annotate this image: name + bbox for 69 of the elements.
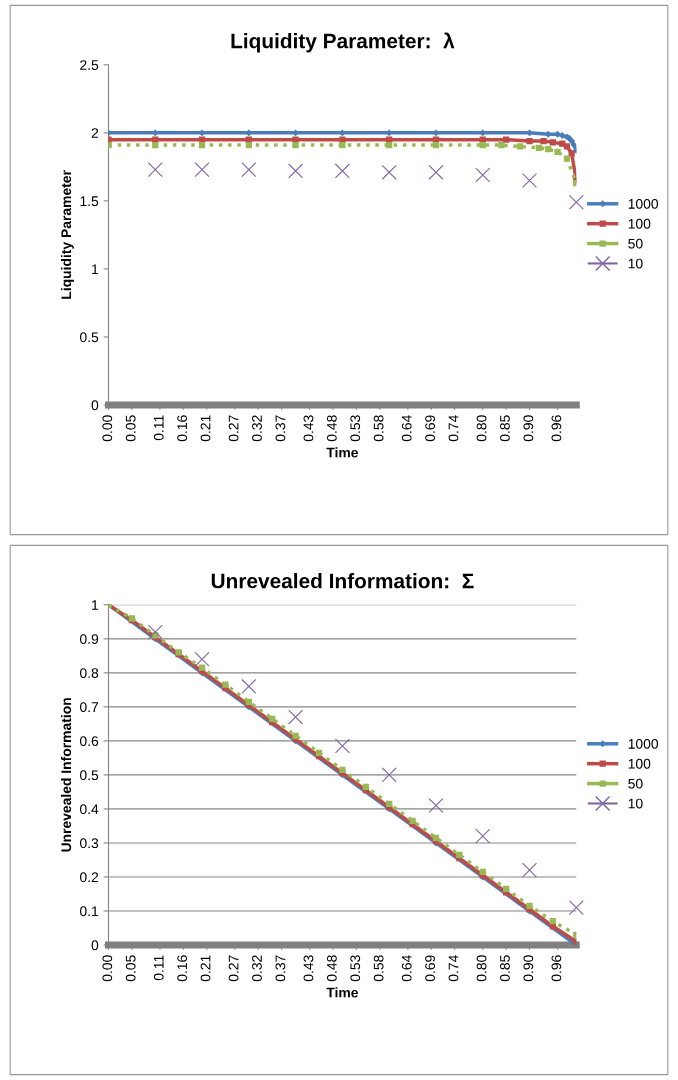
x-tick-label: 0.90 xyxy=(523,955,534,982)
x-tick-label: 0.80 xyxy=(476,955,487,982)
y-tick-label: 0.5 xyxy=(79,332,99,343)
y-tick-label: 0.8 xyxy=(79,668,99,679)
chart-title: Liquidity Parameter: λ xyxy=(231,32,455,53)
x-tick-label: 0.96 xyxy=(551,955,562,982)
y-tick-label: 0.6 xyxy=(79,736,99,747)
y-tick-label: 2 xyxy=(91,128,99,138)
y-tick-label: 1 xyxy=(92,600,99,610)
x-tick-label: 0.80 xyxy=(476,415,487,442)
x-tick-label: 0.43 xyxy=(303,955,314,982)
y-tick-label: 0.5 xyxy=(79,770,99,781)
legend-label: 50 xyxy=(628,778,643,789)
y-axis-title: Liquidity Parameter xyxy=(60,170,74,299)
x-tick-label: 0.05 xyxy=(125,955,136,982)
x-tick-label: 0.90 xyxy=(523,415,534,442)
y-axis-title: Unrevealed Information xyxy=(60,698,72,852)
x-tick-label: 0.58 xyxy=(373,955,384,982)
x-tick-label: 0.11 xyxy=(153,955,164,981)
x-tick-label: 0.32 xyxy=(252,415,262,442)
legend-label: 10 xyxy=(628,258,643,269)
x-axis-title: Time xyxy=(326,447,358,458)
y-tick-label: 0.2 xyxy=(79,872,99,883)
x-tick-label: 0.58 xyxy=(373,415,384,442)
x-tick-label: 0.53 xyxy=(350,955,361,982)
legend-label: 1000 xyxy=(628,198,659,209)
y-tick-label: 0 xyxy=(91,400,99,411)
x-tick-label: 0.85 xyxy=(500,955,510,982)
x-tick-label: 0.16 xyxy=(177,415,188,442)
x-tick-label: 0.96 xyxy=(551,415,562,442)
x-tick-label: 0.85 xyxy=(500,415,510,442)
legend-label: 1000 xyxy=(628,738,659,749)
y-tick-label: 0 xyxy=(91,940,99,951)
x-tick-label: 0.21 xyxy=(200,955,211,982)
y-tick-label: 0.7 xyxy=(79,702,99,713)
x-tick-label: 0.64 xyxy=(401,415,412,442)
x-tick-label: 0.69 xyxy=(425,955,435,982)
legend-label: 50 xyxy=(628,238,643,249)
x-tick-label: 0.32 xyxy=(252,955,262,982)
legend-label: 100 xyxy=(628,218,651,229)
y-tick-label: 0.9 xyxy=(79,634,99,644)
x-tick-label: 0.00 xyxy=(102,415,113,442)
y-tick-label: 1.5 xyxy=(80,196,99,207)
x-tick-label: 0.74 xyxy=(448,415,459,442)
x-tick-label: 0.27 xyxy=(228,955,239,982)
x-axis-title: Time xyxy=(326,987,358,998)
x-tick-label: 0.16 xyxy=(177,955,188,982)
y-tick-label: 2.5 xyxy=(80,60,99,70)
x-tick-label: 0.05 xyxy=(125,415,136,442)
x-tick-label: 0.37 xyxy=(275,955,286,982)
x-tick-label: 0.69 xyxy=(425,415,435,442)
x-tick-label: 0.64 xyxy=(401,955,412,982)
x-tick-label: 0.48 xyxy=(326,415,337,442)
legend-label: 100 xyxy=(628,758,651,769)
y-tick-label: 1 xyxy=(92,264,99,274)
y-tick-label: 0.3 xyxy=(79,838,99,849)
x-tick-label: 0.00 xyxy=(102,955,113,982)
x-tick-label: 0.74 xyxy=(448,955,459,982)
chart-title: Unrevealed Information: Σ xyxy=(211,573,474,589)
x-tick-label: 0.21 xyxy=(200,415,211,442)
y-tick-label: 0.4 xyxy=(79,804,99,815)
x-tick-label: 0.43 xyxy=(303,415,314,442)
x-tick-label: 0.37 xyxy=(275,415,286,442)
legend-label: 10 xyxy=(628,798,643,809)
y-tick-label: 0.1 xyxy=(79,906,99,917)
x-tick-label: 0.11 xyxy=(153,415,164,441)
x-tick-label: 0.27 xyxy=(228,415,239,442)
x-tick-label: 0.53 xyxy=(350,415,361,442)
x-tick-label: 0.48 xyxy=(326,955,337,982)
